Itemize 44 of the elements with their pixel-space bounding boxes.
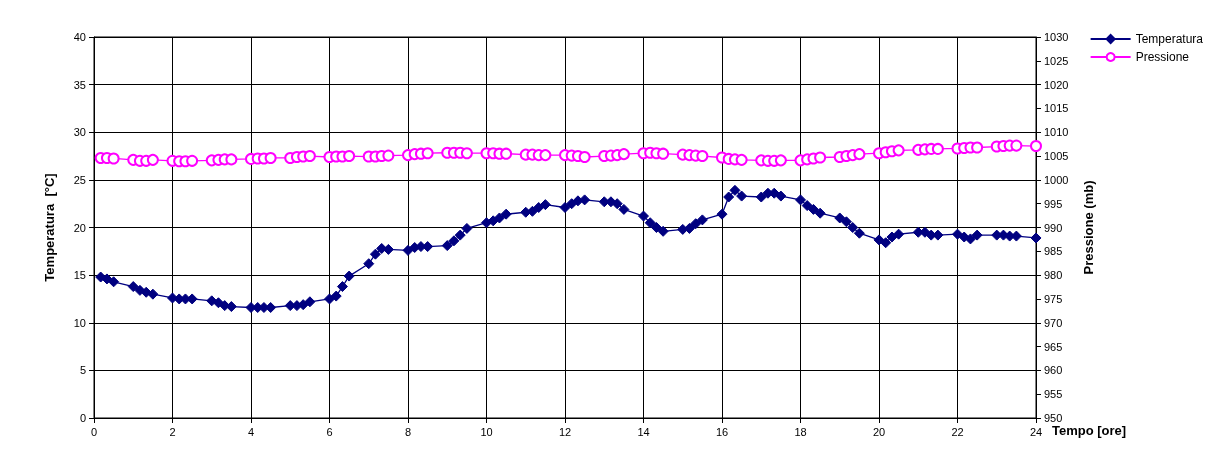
y-tick-label: 10 xyxy=(73,316,86,329)
x-tick-label: 8 xyxy=(404,425,412,438)
y2-tick-label: 960 xyxy=(1044,364,1063,377)
legend-label: Pressione xyxy=(1135,50,1190,64)
x-tick-label: 10 xyxy=(480,425,493,438)
y-tick-label: 15 xyxy=(73,269,86,282)
y-tick-label: 30 xyxy=(73,126,86,139)
y-tick-label: 40 xyxy=(73,31,86,43)
y2-tick-label: 970 xyxy=(1044,316,1063,329)
y2-tick-label: 980 xyxy=(1044,269,1063,282)
y2-tick-label: 1000 xyxy=(1044,173,1069,186)
y2-tick-label: 965 xyxy=(1044,340,1063,353)
y-tick-label: 35 xyxy=(73,78,86,91)
y-tick-label: 25 xyxy=(73,173,86,186)
x-tick-label: 24 xyxy=(1029,425,1043,438)
y2-tick-label: 955 xyxy=(1044,388,1063,401)
y2-tick-label: 990 xyxy=(1044,221,1063,234)
y2-tick-label: 975 xyxy=(1044,292,1063,305)
x-tick-label: 18 xyxy=(794,425,807,438)
y2-tick-label: 1010 xyxy=(1044,126,1069,139)
y2-tick-label: 950 xyxy=(1044,412,1063,424)
y-tick-label: 5 xyxy=(79,364,86,377)
y2-tick-label: 985 xyxy=(1044,245,1063,258)
y2-tick-label: 1030 xyxy=(1044,31,1069,43)
x-tick-label: 4 xyxy=(247,425,255,438)
y2-tick-label: 995 xyxy=(1044,197,1063,210)
x-tick-label: 16 xyxy=(715,425,729,438)
y-tick-label: 20 xyxy=(73,221,86,234)
x-tick-label: 14 xyxy=(637,425,650,438)
x-tick-label: 6 xyxy=(326,425,333,438)
y-axis-title: Temperatura [°C] xyxy=(42,173,57,282)
y2-axis-title: Pressione (mb) xyxy=(1081,180,1096,275)
y2-tick-label: 1020 xyxy=(1044,78,1069,91)
x-tick-label: 22 xyxy=(951,425,964,438)
x-tick-label: 12 xyxy=(558,425,572,438)
y-tick-label: 0 xyxy=(79,412,86,424)
y2-tick-label: 1025 xyxy=(1044,54,1069,67)
x-axis-title: Tempo [ore] xyxy=(1052,423,1127,438)
x-tick-label: 0 xyxy=(90,425,98,438)
x-tick-label: 20 xyxy=(872,425,886,438)
y2-tick-label: 1005 xyxy=(1044,150,1069,163)
y2-tick-label: 1015 xyxy=(1044,102,1069,115)
legend-label: Temperatura xyxy=(1135,32,1204,46)
x-tick-label: 2 xyxy=(169,425,176,438)
